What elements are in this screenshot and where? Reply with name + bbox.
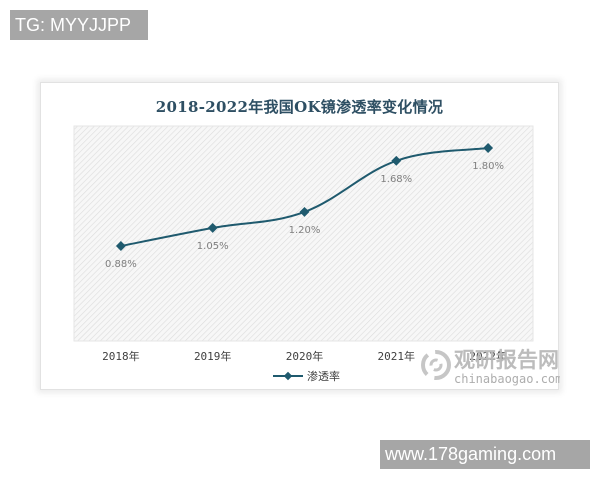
watermark-name: 观研报告网 xyxy=(454,348,559,372)
legend-diamond-icon xyxy=(283,371,293,381)
data-markers xyxy=(115,143,494,251)
x-axis-label: 2019年 xyxy=(194,349,232,363)
data-point-marker xyxy=(299,206,310,217)
bottom-watermark-tag: www.178gaming.com xyxy=(380,440,590,469)
data-label: 0.88% xyxy=(105,259,137,270)
x-axis-labels: 2018年 2019年 2020年 2021年 2022年 xyxy=(102,349,507,363)
watermark-chinabaogao: 观研报告网 chinabaogao.com xyxy=(421,348,560,386)
data-point-marker xyxy=(391,155,402,166)
x-axis-label: 2022年 xyxy=(469,349,507,363)
line-chart: 0.88% 1.05% 1.20% 1.68% 1.80% 2018年 2019年 2020… xyxy=(73,125,560,386)
swirl-logo-icon xyxy=(421,350,451,380)
data-label: 1.80% xyxy=(472,161,504,172)
x-axis-label: 2021年 xyxy=(378,349,416,363)
data-labels: 0.88% 1.05% 1.20% 1.68% 1.80% xyxy=(105,161,504,270)
data-label: 1.05% xyxy=(197,241,229,252)
chart-title: 2018-2022年我国OK镜渗透率变化情况 xyxy=(155,98,444,116)
watermark-domain: chinabaogao.com xyxy=(454,372,560,386)
x-axis-label: 2018年 xyxy=(102,349,139,363)
x-axis-label: 2020年 xyxy=(286,349,324,363)
data-point-marker xyxy=(207,222,218,233)
data-point-marker xyxy=(115,241,126,251)
chart-frame: 2018-2022年我国OK镜渗透率变化情况 0.88% 1.05% 1.20% 1.… xyxy=(40,82,560,390)
legend-label: 渗透率 xyxy=(307,369,340,383)
data-label: 1.20% xyxy=(289,225,321,236)
legend: 渗透率 xyxy=(273,369,340,383)
top-watermark-tag: TG: MYYJJPP xyxy=(10,10,148,40)
plot-area xyxy=(73,125,534,342)
data-label: 1.68% xyxy=(380,174,412,185)
